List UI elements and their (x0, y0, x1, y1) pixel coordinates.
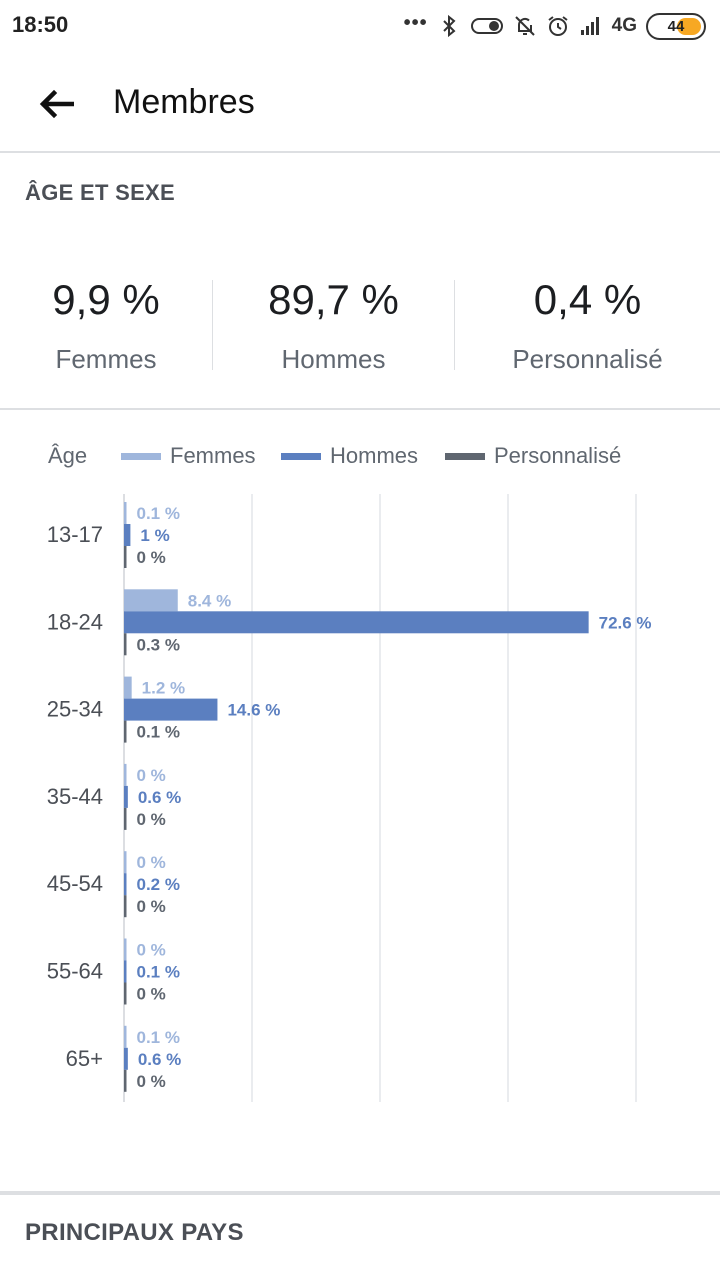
bar-hommes (124, 785, 128, 808)
bar-value-label: 0.1 % (137, 723, 180, 742)
bar-value-label: 1.2 % (142, 679, 185, 698)
bar-value-label: 0 % (137, 548, 166, 567)
bar-femmes (124, 938, 127, 961)
bar-hommes (124, 611, 589, 634)
bar-value-label: 1 % (140, 526, 169, 545)
bar-personnalise (124, 982, 127, 1005)
bar-value-label: 72.6 % (599, 613, 652, 632)
legend-label: Hommes (330, 443, 419, 468)
section-title-age-sex: ÂGE ET SEXE (25, 180, 176, 205)
back-button[interactable] (34, 84, 78, 124)
legend-label: Femmes (170, 443, 256, 468)
age-category-label: 35-44 (47, 784, 103, 809)
age-category-label: 55-64 (47, 959, 103, 984)
bar-value-label: 0.2 % (137, 875, 180, 894)
more-dots-icon: ••• (403, 12, 428, 34)
bar-value-label: 0 % (137, 810, 166, 829)
status-time: 18:50 (12, 12, 69, 37)
status-bar: 18:50 ••• 4G 44 (0, 0, 720, 52)
bar-femmes (124, 502, 127, 524)
bar-value-label: 0 % (137, 985, 166, 1004)
bar-value-label: 0 % (137, 941, 166, 960)
bar-value-label: 0.1 % (137, 504, 180, 523)
bar-femmes (124, 589, 178, 612)
section-title-countries: PRINCIPAUX PAYS (25, 1219, 244, 1246)
stat-label: Hommes (281, 344, 386, 374)
bar-value-label: 0.1 % (137, 1028, 180, 1047)
bar-femmes (124, 763, 127, 786)
stat-value: 0,4 % (533, 276, 642, 323)
legend-label: Personnalisé (494, 443, 622, 468)
legend-item-hommes: Hommes (281, 443, 418, 469)
age-gender-chart: 13-17 0.1 % 1 % 0 % 18-24 8.4 % 72.6 % 0.3 % 25-… (0, 488, 720, 1108)
bar-hommes (124, 524, 131, 546)
bar-value-label: 0 % (137, 897, 166, 916)
bar-value-label: 0.3 % (137, 635, 180, 654)
bar-value-label: 0.6 % (138, 788, 181, 807)
battery-level: 44 (667, 17, 685, 35)
alarm-icon (548, 16, 568, 36)
legend-swatch (281, 452, 321, 460)
age-category-label: 18-24 (47, 609, 103, 634)
age-category-label: 65+ (66, 1046, 103, 1071)
age-category-label: 25-34 (47, 697, 103, 722)
age-category-label: 13-17 (47, 522, 103, 547)
bar-personnalise (124, 807, 127, 830)
stat-value: 9,9 % (52, 276, 160, 323)
bar-femmes (124, 1025, 127, 1048)
battery-icon: 44 (646, 12, 706, 40)
page-title: Membres (113, 83, 255, 121)
bar-personnalise (124, 633, 127, 656)
bar-chart-svg: 13-17 0.1 % 1 % 0 % 18-24 8.4 % 72.6 % 0.3 % 25-… (47, 494, 652, 1102)
gender-stats: 9,9 % Femmes 89,7 % Hommes 0,4 % Personn… (0, 262, 720, 410)
bar-value-label: 0 % (137, 853, 166, 872)
bar-hommes (124, 1047, 128, 1070)
legend-item-personnalise: Personnalisé (445, 443, 621, 469)
stat-value: 89,7 % (268, 276, 399, 323)
bar-value-label: 0.6 % (138, 1050, 181, 1069)
app-header: Membres (0, 52, 720, 153)
arrow-left-icon (39, 89, 74, 119)
bar-value-label: 14.6 % (227, 701, 280, 720)
bar-value-label: 8.4 % (188, 591, 231, 610)
legend-swatch (445, 452, 485, 460)
bell-off-icon (514, 16, 535, 36)
stat-label: Femmes (55, 344, 157, 374)
network-type: 4G (611, 15, 637, 36)
bar-personnalise (124, 720, 127, 743)
age-axis-title: Âge (48, 443, 88, 468)
stat-hommes: 89,7 % Hommes (213, 276, 454, 375)
stat-label: Personnalisé (512, 344, 663, 374)
signal-icon (580, 17, 599, 35)
stat-divider (454, 280, 455, 370)
bar-value-label: 0 % (137, 1072, 166, 1091)
status-icons: ••• 4G 44 (404, 10, 706, 42)
chart-legend: Âge Femmes Hommes Personnalisé (0, 440, 720, 474)
toggle-icon (470, 18, 503, 34)
bar-personnalise (124, 546, 127, 568)
age-category-label: 45-54 (47, 871, 103, 896)
bar-value-label: 0.1 % (137, 963, 180, 982)
legend-swatch (121, 452, 161, 460)
bluetooth-icon (442, 14, 456, 38)
bar-value-label: 0 % (137, 766, 166, 785)
stat-divider (212, 280, 213, 370)
bar-hommes (124, 873, 127, 896)
section-separator (0, 1191, 720, 1195)
legend-item-femmes: Femmes (121, 443, 256, 469)
bar-femmes (124, 851, 127, 874)
stat-personnalise: 0,4 % Personnalisé (455, 276, 720, 375)
bar-hommes (124, 960, 127, 983)
bar-hommes (124, 698, 218, 721)
bar-personnalise (124, 1069, 127, 1092)
stat-femmes: 9,9 % Femmes (0, 276, 212, 375)
bar-femmes (124, 676, 132, 699)
bar-personnalise (124, 895, 127, 918)
